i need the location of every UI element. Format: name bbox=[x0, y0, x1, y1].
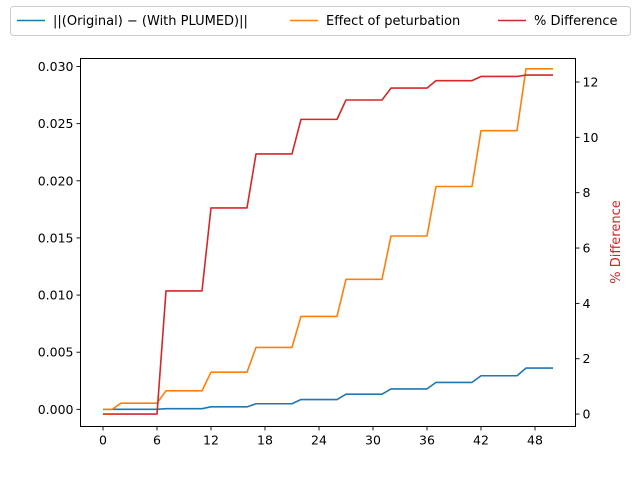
right-y-tick-label-4: 8 bbox=[583, 185, 591, 200]
series-line-1 bbox=[103, 67, 553, 411]
series-layer bbox=[103, 67, 553, 415]
x-tick-label-8: 48 bbox=[527, 433, 543, 448]
x-tick-label-1: 6 bbox=[153, 433, 161, 448]
legend: ||(Original) − (With PLUMED)|| Effect of… bbox=[10, 6, 631, 36]
left-y-tick-label-2: 0.010 bbox=[38, 288, 74, 303]
x-tick-label-3: 18 bbox=[257, 433, 273, 448]
left-y-axis: 0.000 0.005 0.010 0.015 0.020 0.025 0.030 bbox=[38, 59, 81, 417]
right-y-axis: 0 2 4 6 8 10 12 bbox=[575, 75, 599, 422]
left-y-tick-label-5: 0.025 bbox=[38, 116, 74, 131]
right-y-tick-label-5: 10 bbox=[583, 130, 599, 145]
left-y-tick-label-4: 0.020 bbox=[38, 173, 74, 188]
legend-label-0: ||(Original) − (With PLUMED)|| bbox=[53, 14, 248, 29]
left-y-tick-label-6: 0.030 bbox=[38, 59, 74, 74]
x-tick-label-0: 0 bbox=[99, 433, 107, 448]
right-y-tick-label-6: 12 bbox=[583, 75, 599, 90]
left-y-tick-label-3: 0.015 bbox=[38, 230, 74, 245]
right-y-tick-label-0: 0 bbox=[583, 407, 591, 422]
x-tick-label-7: 42 bbox=[473, 433, 489, 448]
right-y-axis-label: % Difference bbox=[609, 200, 624, 284]
x-tick-label-5: 30 bbox=[365, 433, 381, 448]
axes-layer bbox=[80, 58, 576, 427]
legend-label-2: % Difference bbox=[534, 14, 618, 29]
series-line-0 bbox=[103, 367, 553, 411]
right-y-tick-label-1: 2 bbox=[583, 351, 591, 366]
x-tick-label-6: 36 bbox=[419, 433, 435, 448]
x-axis: 0 6 12 18 24 30 36 42 48 bbox=[99, 426, 543, 448]
series-line-2 bbox=[103, 74, 553, 415]
right-y-tick-label-2: 4 bbox=[583, 296, 591, 311]
legend-label-1: Effect of peturbation bbox=[326, 14, 460, 29]
x-tick-label-2: 12 bbox=[203, 433, 219, 448]
left-y-tick-label-1: 0.005 bbox=[38, 345, 74, 360]
left-y-tick-label-0: 0.000 bbox=[38, 402, 74, 417]
legend-frame bbox=[10, 6, 631, 36]
right-y-tick-label-3: 6 bbox=[583, 241, 591, 256]
x-tick-label-4: 24 bbox=[311, 433, 327, 448]
plot-frame bbox=[80, 58, 576, 427]
